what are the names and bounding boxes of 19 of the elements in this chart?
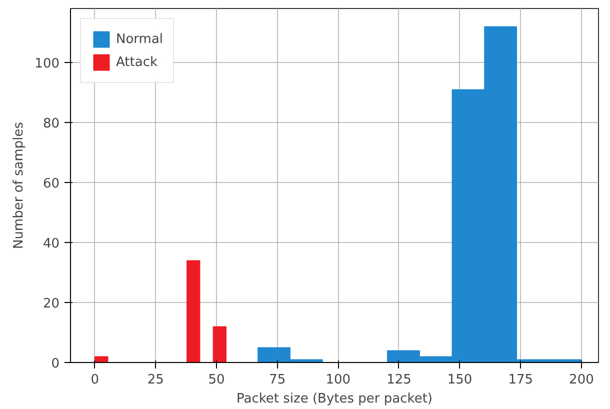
y-tick-label: 20 [42,296,60,312]
y-tick-label: 0 [51,356,60,372]
x-tick-label: 0 [90,372,99,388]
legend-label: Attack [116,54,158,70]
y-tick-label: 40 [42,236,60,252]
x-tick-label: 100 [326,372,351,388]
x-tick-label: 75 [269,372,286,388]
y-tick-label: 60 [42,176,60,192]
x-tick-label: 200 [569,372,594,388]
x-tick-label: 125 [386,372,412,388]
x-axis-title: Packet size (Bytes per packet) [236,392,433,406]
y-axis-title: Number of samples [12,122,27,250]
x-tick-label: 150 [447,372,472,388]
y-tick-label: 100 [34,56,60,72]
legend-label: Normal [116,32,164,46]
x-tick-label: 175 [508,372,534,388]
y-tick-label: 80 [42,116,60,132]
x-tick-label: 50 [208,372,225,388]
x-tick-label: 25 [147,372,164,388]
